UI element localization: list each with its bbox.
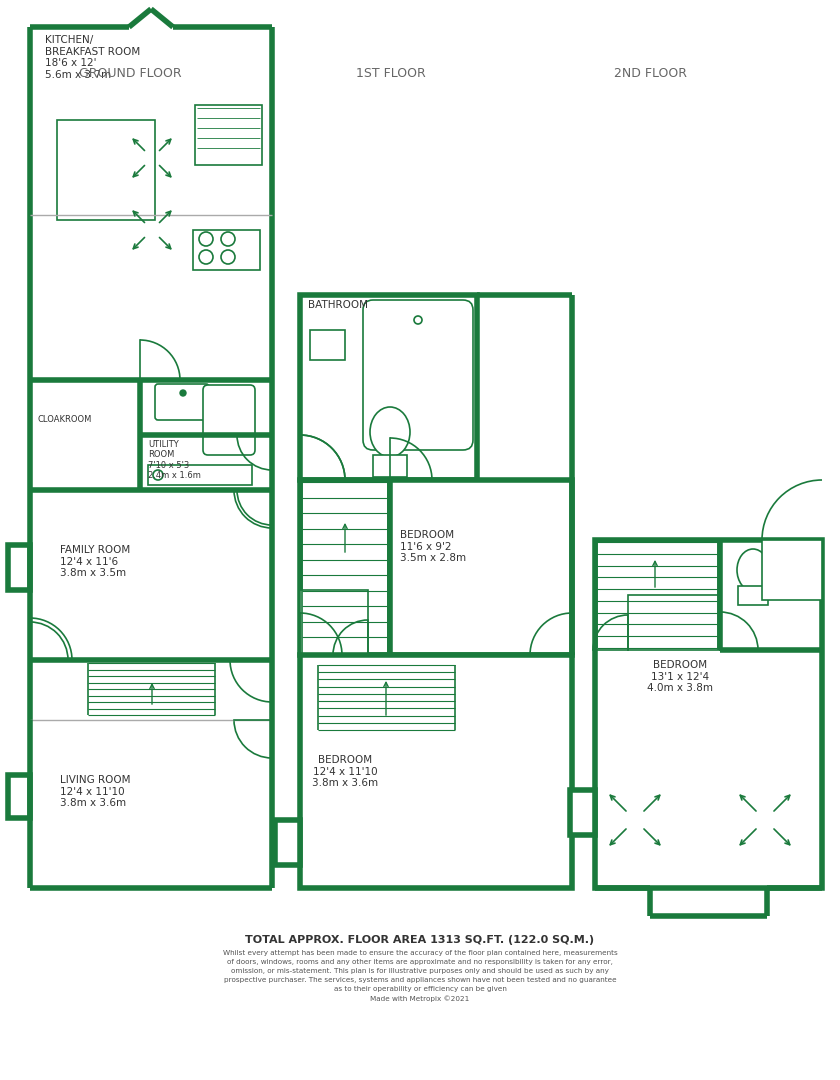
FancyBboxPatch shape	[203, 384, 255, 455]
Bar	[57, 120, 155, 220]
Text: BEDROOM
12'4 x 11'10
3.8m x 3.6m: BEDROOM 12'4 x 11'10 3.8m x 3.6m	[312, 755, 378, 788]
Text: LIVING ROOM
12'4 x 11'10
3.8m x 3.6m: LIVING ROOM 12'4 x 11'10 3.8m x 3.6m	[60, 775, 130, 808]
Text: Whilst every attempt has been made to ensure the accuracy of the floor plan cont: Whilst every attempt has been made to en…	[223, 950, 617, 1002]
Text: TOTAL APPROX. FLOOR AREA 1313 SQ.FT. (122.0 SQ.M.): TOTAL APPROX. FLOOR AREA 1313 SQ.FT. (12…	[245, 935, 595, 945]
Text: CLOAKROOM: CLOAKROOM	[38, 415, 92, 424]
Text: GROUND FLOOR: GROUND FLOOR	[79, 67, 181, 80]
Bar	[300, 590, 368, 654]
Bar	[628, 595, 720, 650]
FancyBboxPatch shape	[363, 300, 473, 450]
Bar	[300, 654, 572, 888]
Bar	[595, 540, 822, 888]
Bar	[8, 775, 30, 818]
Bar	[193, 230, 260, 270]
Text: KITCHEN/
BREAKFAST ROOM
18'6 x 12'
5.6m x 3.7m: KITCHEN/ BREAKFAST ROOM 18'6 x 12' 5.6m …	[45, 35, 140, 80]
Ellipse shape	[737, 549, 769, 591]
Bar	[570, 789, 595, 835]
Text: FAMILY ROOM
12'4 x 11'6
3.8m x 3.5m: FAMILY ROOM 12'4 x 11'6 3.8m x 3.5m	[60, 545, 130, 578]
Bar	[738, 586, 768, 605]
Text: BEDROOM
11'6 x 9'2
3.5m x 2.8m: BEDROOM 11'6 x 9'2 3.5m x 2.8m	[400, 530, 466, 563]
Text: BATHROOM: BATHROOM	[308, 300, 368, 310]
Bar	[390, 480, 572, 654]
Bar	[300, 480, 390, 654]
Bar	[8, 545, 30, 590]
Bar	[195, 105, 262, 165]
Text: 2ND FLOOR: 2ND FLOOR	[615, 67, 687, 80]
Bar	[300, 295, 477, 480]
Ellipse shape	[370, 407, 410, 457]
FancyBboxPatch shape	[155, 384, 209, 420]
Circle shape	[180, 390, 186, 396]
Text: UTILITY
ROOM
7'10 x 5'3
2.4m x 1.6m: UTILITY ROOM 7'10 x 5'3 2.4m x 1.6m	[148, 440, 201, 481]
Text: 1ST FLOOR: 1ST FLOOR	[355, 67, 426, 80]
Bar	[310, 330, 345, 360]
Text: BEDROOM
13'1 x 12'4
4.0m x 3.8m: BEDROOM 13'1 x 12'4 4.0m x 3.8m	[647, 660, 713, 693]
Bar	[373, 455, 407, 477]
Bar	[762, 540, 822, 600]
Bar	[148, 465, 252, 485]
Bar	[275, 820, 300, 865]
